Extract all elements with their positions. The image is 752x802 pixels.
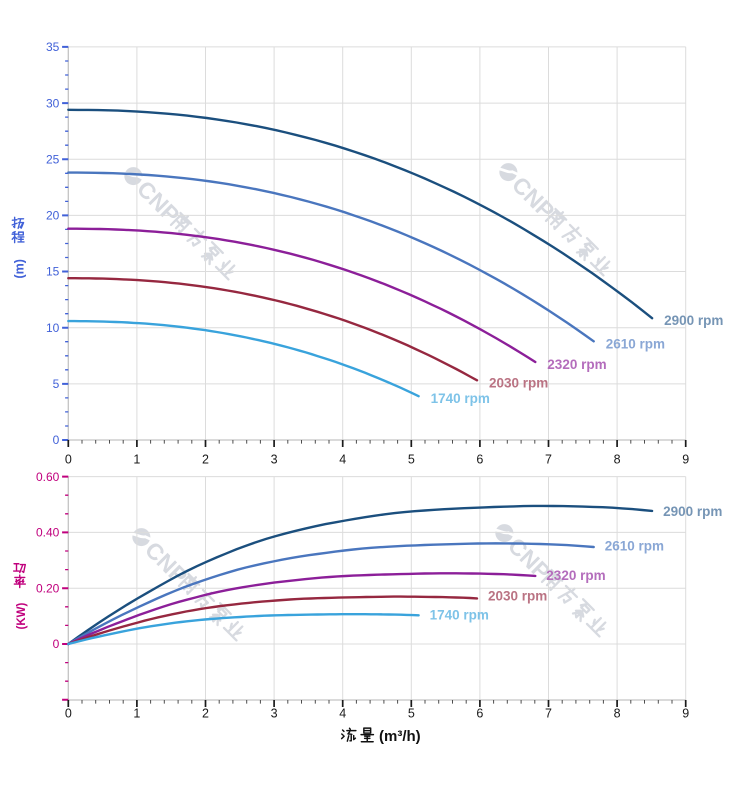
svg-text:4: 4 — [339, 707, 346, 721]
svg-text:3: 3 — [271, 707, 278, 721]
svg-text:7: 7 — [545, 453, 552, 467]
svg-text:2900 rpm: 2900 rpm — [664, 313, 723, 328]
svg-text:9: 9 — [682, 707, 689, 721]
svg-text:2610 rpm: 2610 rpm — [606, 336, 665, 351]
svg-text:5: 5 — [408, 453, 415, 467]
svg-text:0: 0 — [65, 707, 72, 721]
svg-text:0: 0 — [53, 433, 60, 447]
svg-text:4: 4 — [339, 453, 346, 467]
svg-text:0.20: 0.20 — [36, 581, 60, 595]
svg-text:2320 rpm: 2320 rpm — [547, 357, 606, 372]
svg-text:30: 30 — [46, 96, 60, 110]
svg-text:1: 1 — [133, 453, 140, 467]
svg-text:6: 6 — [476, 453, 483, 467]
svg-text:2320 rpm: 2320 rpm — [546, 568, 605, 583]
svg-text:2610 rpm: 2610 rpm — [605, 539, 664, 554]
svg-text:20: 20 — [46, 209, 60, 223]
svg-text:2: 2 — [202, 453, 209, 467]
svg-text:8: 8 — [614, 707, 621, 721]
svg-text:(KW): (KW) — [16, 603, 28, 630]
svg-text:3: 3 — [271, 453, 278, 467]
svg-text:6: 6 — [476, 707, 483, 721]
svg-text:2030 rpm: 2030 rpm — [489, 375, 548, 390]
svg-text:1740 rpm: 1740 rpm — [430, 607, 489, 622]
svg-text:9: 9 — [682, 453, 689, 467]
svg-text:2900 rpm: 2900 rpm — [663, 504, 722, 519]
svg-text:5: 5 — [53, 377, 60, 391]
svg-text:7: 7 — [545, 707, 552, 721]
svg-text:0.40: 0.40 — [36, 526, 60, 540]
svg-text:0: 0 — [65, 453, 72, 467]
svg-text:8: 8 — [614, 453, 621, 467]
svg-text:2030 rpm: 2030 rpm — [488, 588, 547, 603]
svg-text:(m³/h): (m³/h) — [379, 728, 421, 745]
svg-text:1: 1 — [133, 707, 140, 721]
svg-text:15: 15 — [46, 265, 60, 279]
svg-text:0.60: 0.60 — [36, 470, 60, 484]
svg-text:1740 rpm: 1740 rpm — [431, 391, 490, 406]
svg-text:35: 35 — [46, 40, 60, 54]
svg-text:10: 10 — [46, 321, 60, 335]
svg-text:(m): (m) — [13, 259, 27, 278]
svg-text:0: 0 — [53, 637, 60, 651]
svg-text:2: 2 — [202, 707, 209, 721]
svg-text:5: 5 — [408, 707, 415, 721]
svg-text:25: 25 — [46, 152, 60, 166]
